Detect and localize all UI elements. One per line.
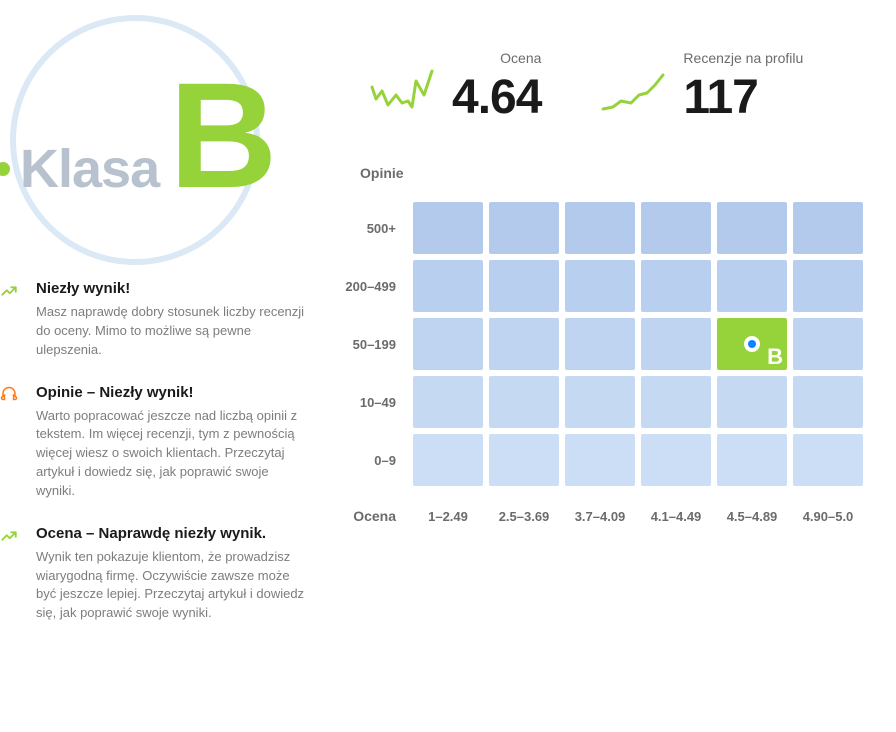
tip-item: Opinie – Niezły wynik! Warto popracować j… xyxy=(0,384,308,501)
grid-cell xyxy=(413,260,483,312)
grid-col-label: 4.5–4.89 xyxy=(714,489,790,529)
grid-cell xyxy=(413,434,483,486)
grid-cell xyxy=(413,376,483,428)
tip-item: Ocena – Naprawdę niezły wynik. Wynik ten … xyxy=(0,525,308,623)
tip-item: Niezły wynik! Masz naprawdę dobry stosune… xyxy=(0,280,308,360)
grid-cell xyxy=(565,434,635,486)
grid-col-label: 3.7–4.09 xyxy=(562,489,638,529)
tip-title: Opinie – Niezły wynik! xyxy=(36,384,308,401)
rating-grid: Opinie 500+200–49950–199 B 10–490–9Ocena1–… xyxy=(330,165,890,529)
badge-grade: B xyxy=(169,60,271,210)
grid-cell xyxy=(641,376,711,428)
grid-y-axis-title: Opinie xyxy=(360,165,890,181)
tip-body: Wynik ten pokazuje klientom, że prowadzi… xyxy=(36,548,308,623)
grade-badge: Klasa B xyxy=(0,0,300,260)
tips-list: Niezły wynik! Masz naprawdę dobry stosune… xyxy=(0,280,320,623)
grid-cell xyxy=(489,318,559,370)
grid-cell: B xyxy=(717,318,787,370)
grid-highlight-marker: B xyxy=(717,318,787,370)
grid-row-label: 200–499 xyxy=(330,257,410,315)
grid-col-label: 4.1–4.49 xyxy=(638,489,714,529)
grid-cell xyxy=(793,434,863,486)
grid-cell xyxy=(717,260,787,312)
sparkline-rating-icon xyxy=(370,67,440,117)
headphones-icon xyxy=(0,386,24,501)
grid-col-label: 1–2.49 xyxy=(410,489,486,529)
grid-cell xyxy=(489,434,559,486)
tip-body: Masz naprawdę dobry stosunek liczby rece… xyxy=(36,303,308,360)
grid-col-label: 4.90–5.0 xyxy=(790,489,866,529)
grid-cell xyxy=(717,202,787,254)
tip-title: Niezły wynik! xyxy=(36,280,308,297)
grid-cell xyxy=(793,376,863,428)
grid-cell xyxy=(413,318,483,370)
metric-rating-value: 4.64 xyxy=(452,70,541,125)
grid-row-label: 500+ xyxy=(330,199,410,257)
sparkline-reviews-icon xyxy=(601,67,671,117)
grid-cell xyxy=(565,260,635,312)
grid-cell xyxy=(489,202,559,254)
metric-reviews: Recenzje na profilu 117 xyxy=(601,50,803,125)
metric-reviews-label: Recenzje na profilu xyxy=(683,50,803,66)
grid-col-label: 2.5–3.69 xyxy=(486,489,562,529)
grid-cell xyxy=(641,434,711,486)
metrics-row: Ocena 4.64 Recenzje na profilu 117 xyxy=(330,50,890,125)
metric-reviews-value: 117 xyxy=(683,70,803,125)
grid-cell xyxy=(641,318,711,370)
grid-row-label: 10–49 xyxy=(330,373,410,431)
grid-row-label: 0–9 xyxy=(330,431,410,489)
grid-row-label: 50–199 xyxy=(330,315,410,373)
grid-cell xyxy=(565,202,635,254)
grid-cell xyxy=(641,260,711,312)
grid-cell xyxy=(793,318,863,370)
grid-cell xyxy=(565,376,635,428)
grid-cell xyxy=(489,376,559,428)
grid-cell xyxy=(565,318,635,370)
grid-cell xyxy=(489,260,559,312)
tip-title: Ocena – Naprawdę niezły wynik. xyxy=(36,525,308,542)
grid-cell xyxy=(641,202,711,254)
metric-rating-label: Ocena xyxy=(452,50,541,66)
trend-up-icon xyxy=(0,527,24,623)
grid-x-axis-title: Ocena xyxy=(330,489,410,529)
grid-cell xyxy=(413,202,483,254)
badge-label: Klasa xyxy=(20,138,159,200)
trend-up-icon xyxy=(0,282,24,360)
grid-cell xyxy=(793,260,863,312)
tip-body: Warto popracować jeszcze nad liczbą opin… xyxy=(36,407,308,501)
badge-dot xyxy=(0,162,10,176)
metric-rating: Ocena 4.64 xyxy=(370,50,541,125)
grid-cell xyxy=(717,376,787,428)
grid-cell xyxy=(717,434,787,486)
grid-cell xyxy=(793,202,863,254)
